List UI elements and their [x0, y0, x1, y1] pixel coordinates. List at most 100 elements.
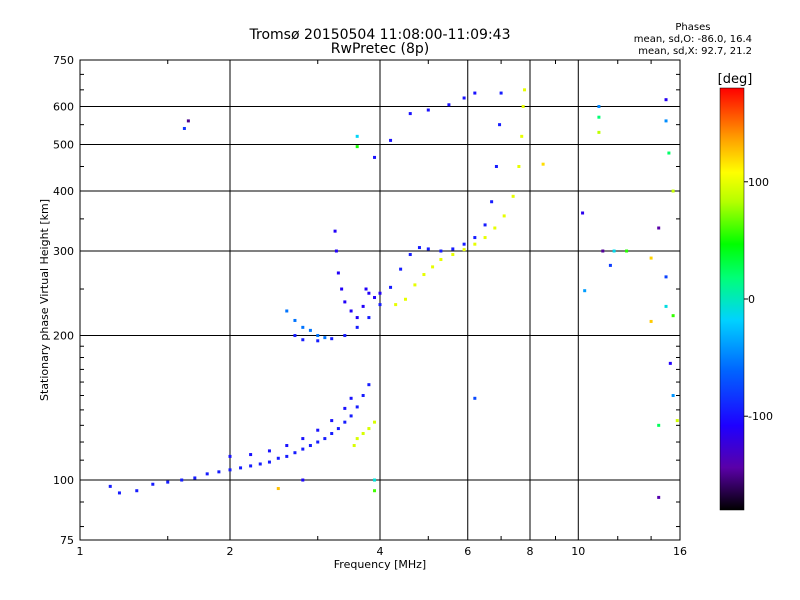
data-point-s8-25: [657, 423, 661, 427]
chart-title: Tromsø 20150504 11:08:00-11:09:43: [249, 27, 511, 43]
phase-statistics: Phases mean, sd,O: -86.0, 16.4 mean, sd,…: [634, 22, 752, 58]
data-point-s0-3: [151, 482, 155, 486]
data-point-s8-23: [668, 361, 672, 365]
data-point-s1-6: [330, 419, 334, 423]
data-point-s8-24: [671, 394, 675, 398]
data-point-s8-11: [612, 249, 616, 253]
data-point-s1-8: [349, 396, 353, 400]
y-tick-label-5: 500: [53, 139, 74, 152]
plot-frame: [79, 59, 681, 541]
x-tick-label-4: 8: [527, 545, 534, 558]
data-point-s0-24: [349, 414, 353, 418]
data-point-s3-19: [494, 164, 498, 168]
data-point-s4-4: [316, 334, 320, 338]
y-tick-label-7: 750: [53, 54, 74, 67]
data-point-s1-1: [249, 453, 253, 457]
data-point-s8-22: [649, 319, 653, 323]
data-point-s8-31: [276, 487, 280, 491]
data-point-s3-3: [330, 337, 334, 341]
data-point-s0-18: [308, 444, 312, 448]
data-point-s8-10: [608, 263, 612, 267]
y-tick-label-0: 75: [60, 534, 74, 547]
data-point-s8-29: [373, 478, 377, 482]
data-point-s3-13: [439, 249, 443, 253]
data-point-s4-3: [308, 328, 312, 332]
data-point-s1-3: [285, 444, 289, 448]
data-point-s2-5: [349, 309, 353, 313]
data-point-s3-14: [451, 247, 455, 251]
data-point-s8-4: [541, 162, 545, 166]
data-point-s2-11: [378, 291, 382, 295]
data-point-s2-2: [336, 271, 340, 275]
x-tick-label-5: 10: [571, 545, 585, 558]
data-point-s2-8: [364, 287, 368, 291]
colorbar-tick-label-1: 0: [748, 293, 755, 306]
data-point-s0-27: [367, 383, 371, 387]
colorbar-tick-label-2: -100: [748, 410, 773, 423]
data-point-s5-3: [367, 427, 371, 431]
data-point-s0-1: [117, 491, 121, 495]
data-point-s0-17: [301, 447, 305, 451]
data-point-s0-4: [166, 480, 170, 484]
data-point-s0-6: [193, 476, 197, 480]
data-point-s6-5: [439, 258, 443, 262]
data-point-s8-6: [597, 105, 601, 109]
data-point-s8-30: [373, 489, 377, 493]
colorbar-tick-label-0: 100: [748, 176, 769, 189]
data-point-s3-20: [498, 123, 502, 127]
data-point-s3-21: [499, 91, 503, 95]
data-point-s6-8: [473, 242, 477, 246]
data-point-s6-7: [462, 248, 466, 252]
data-point-s8-1: [182, 126, 186, 130]
x-tick-label-6: 16: [673, 545, 687, 558]
data-point-s2-1: [334, 249, 338, 253]
data-point-s8-32: [301, 478, 305, 482]
x-tick-label-0: 1: [77, 545, 84, 558]
data-point-s3-11: [417, 246, 421, 250]
data-point-s8-21: [671, 314, 675, 318]
data-point-s8-15: [664, 119, 668, 123]
data-point-s0-26: [361, 394, 365, 398]
data-point-s6-10: [493, 226, 497, 230]
data-point-s0-2: [135, 489, 139, 493]
data-point-s3-9: [399, 267, 403, 271]
data-point-s6-3: [422, 273, 426, 277]
data-point-s0-9: [228, 468, 232, 472]
data-point-s8-5: [581, 211, 585, 215]
data-point-s2-0: [333, 229, 337, 233]
data-point-s8-18: [657, 226, 661, 230]
data-point-s1-5: [316, 428, 320, 432]
data-point-s2-6: [355, 316, 359, 320]
data-point-s4-5: [323, 336, 327, 340]
data-point-s0-22: [336, 427, 340, 431]
data-point-s8-2: [355, 134, 359, 138]
data-point-s1-7: [343, 406, 347, 410]
data-point-s0-23: [343, 420, 347, 424]
data-point-s2-7: [361, 304, 365, 308]
data-point-s3-0: [293, 334, 297, 338]
y-tick-label-3: 300: [53, 245, 74, 258]
data-point-s8-33: [583, 289, 587, 293]
data-point-s2-4: [343, 300, 347, 304]
data-point-s3-5: [355, 325, 359, 329]
data-point-s8-16: [667, 151, 671, 155]
data-point-s6-11: [502, 214, 506, 218]
phases-title: Phases: [675, 22, 711, 33]
data-point-s0-7: [205, 472, 209, 476]
data-point-s7-1: [389, 138, 393, 142]
data-point-s0-20: [323, 437, 327, 441]
data-point-s8-26: [675, 419, 679, 423]
data-point-s2-9: [367, 291, 371, 295]
x-tick-label-2: 4: [377, 545, 384, 558]
data-point-s0-8: [217, 470, 221, 474]
data-point-s0-16: [293, 451, 297, 455]
data-point-s8-28: [473, 396, 477, 400]
data-point-s5-4: [373, 420, 377, 424]
data-point-s0-5: [180, 478, 184, 482]
y-axis-label: Stationary phase Virtual Height [km]: [38, 199, 51, 401]
chart-subtitle: RwPretec (8p): [330, 41, 430, 57]
data-point-s0-13: [267, 460, 271, 464]
data-point-s7-3: [426, 108, 430, 112]
data-point-s3-6: [367, 316, 371, 320]
data-point-s0-19: [316, 440, 320, 444]
